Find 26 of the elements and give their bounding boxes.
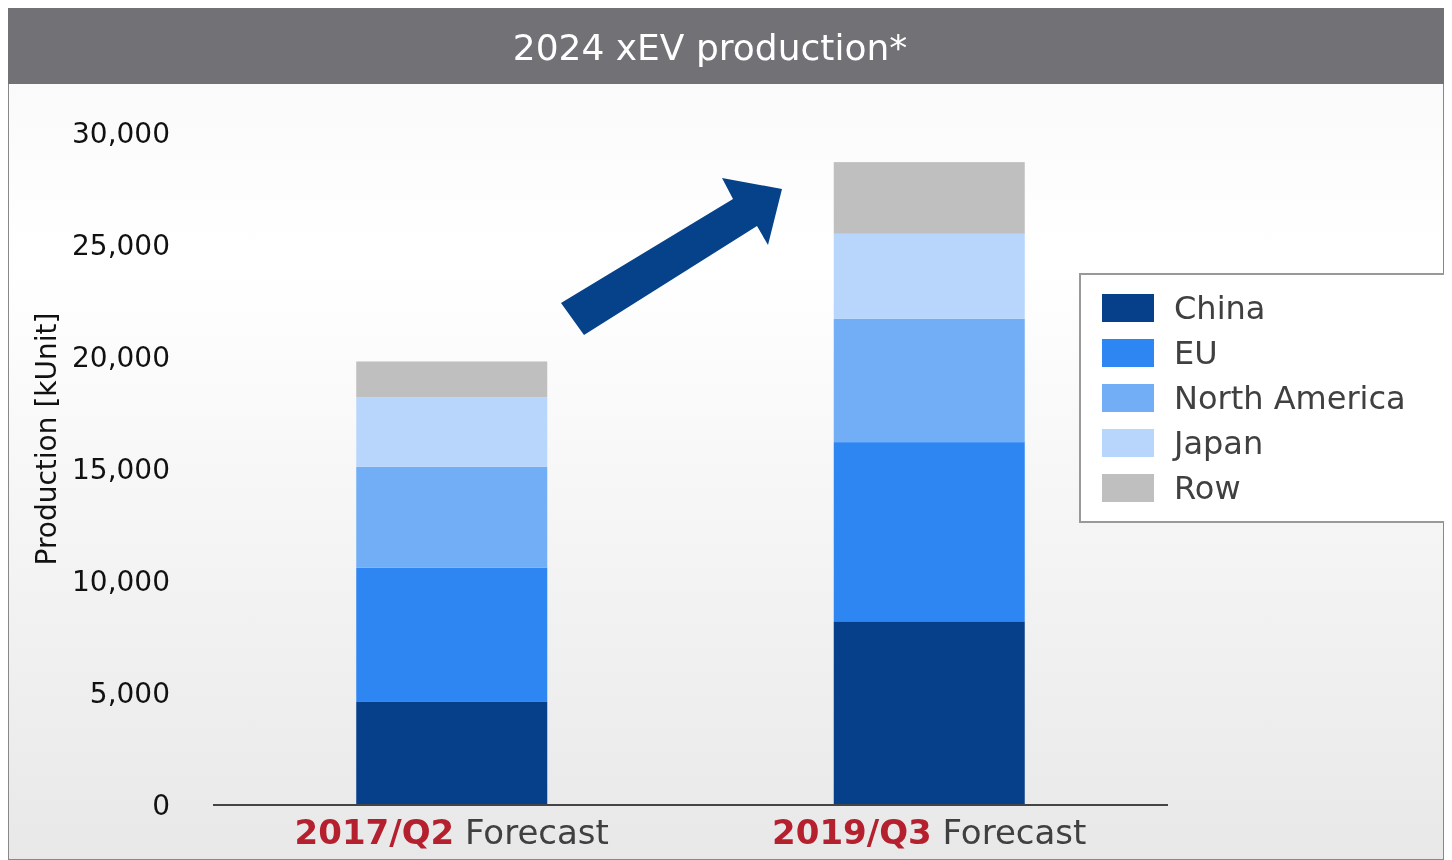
- y-tick-label: 0: [152, 788, 170, 822]
- bar: [833, 621, 1025, 805]
- bar: [356, 397, 548, 467]
- legend-label: Japan: [1172, 424, 1264, 463]
- y-axis-title: Production [kUnit]: [30, 312, 63, 566]
- y-tick-label: 25,000: [72, 228, 170, 262]
- y-tick-label: 20,000: [72, 340, 170, 374]
- bar: [833, 318, 1025, 443]
- legend-label: China: [1174, 289, 1266, 328]
- legend-label: Row: [1174, 469, 1241, 508]
- x-tick-label: 2019/Q3 Forecast: [772, 812, 1087, 852]
- bar: [356, 466, 548, 568]
- legend-label: EU: [1174, 334, 1218, 373]
- bar: [833, 442, 1025, 622]
- y-tick-label: 30,000: [72, 116, 170, 150]
- x-tick-label: 2017/Q2 Forecast: [294, 812, 609, 852]
- y-tick-label: 10,000: [72, 564, 170, 598]
- legend-label: North America: [1174, 379, 1406, 418]
- bar: [356, 701, 548, 805]
- y-tick-label: 5,000: [89, 676, 170, 710]
- chart-title: 2024 xEV production*: [512, 27, 908, 68]
- bar: [356, 361, 548, 398]
- bar: [833, 233, 1025, 319]
- bar: [833, 162, 1025, 234]
- bar: [356, 567, 548, 702]
- y-tick-label: 15,000: [72, 452, 170, 486]
